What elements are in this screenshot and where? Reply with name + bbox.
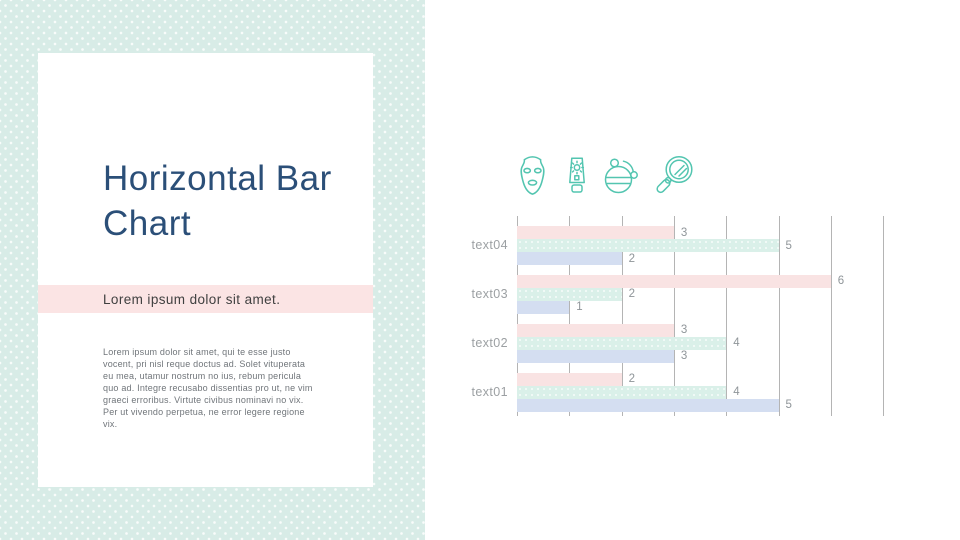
subtitle-text: Lorem ipsum dolor sit amet. [103, 291, 281, 307]
bar-text01-series-blue [517, 398, 779, 412]
category-label-text01: text01 [471, 384, 508, 399]
bar-text02-series-pink [517, 323, 674, 337]
gridline [517, 216, 518, 416]
value-label-text04-series-pink: 3 [680, 226, 688, 239]
value-label-text04-series-mint: 5 [785, 239, 792, 252]
content-card: Horizontal Bar Chart Lorem ipsum dolor s… [38, 53, 373, 487]
value-label-text01-series-mint: 4 [733, 386, 740, 399]
bar-text02-series-mint [517, 336, 727, 350]
category-label-text02: text02 [471, 335, 508, 350]
face-mask-icon [516, 155, 549, 196]
value-label-text03-series-blue: 1 [576, 301, 583, 314]
gridline [778, 216, 780, 416]
value-label-text03-series-mint: 2 [628, 288, 635, 301]
gridline [830, 216, 832, 416]
category-label-text04: text04 [471, 238, 508, 252]
bar-text02-series-blue [517, 349, 674, 363]
bar-text03-series-pink [517, 274, 831, 288]
left-accent-panel: Horizontal Bar Chart Lorem ipsum dolor s… [0, 0, 425, 540]
slide-title: Horizontal Bar Chart [103, 159, 332, 243]
bar-text03-series-mint [517, 287, 622, 301]
subtitle-band: Lorem ipsum dolor sit amet. [38, 285, 373, 313]
gridline [621, 216, 623, 416]
category-label-text03: text03 [471, 286, 508, 301]
value-label-text03-series-pink: 6 [837, 275, 845, 288]
gridline [883, 216, 885, 416]
bar-text03-series-blue [517, 300, 570, 314]
bar-text01-series-pink [517, 372, 622, 386]
bar-text01-series-mint [517, 385, 727, 399]
value-label-text02-series-blue: 3 [680, 350, 688, 363]
value-label-text01-series-pink: 2 [628, 373, 635, 386]
hand-mirror-icon [654, 154, 694, 196]
gridline [569, 216, 571, 416]
bar-text04-series-mint [517, 239, 779, 252]
value-label-text02-series-mint: 4 [733, 337, 740, 350]
value-label-text01-series-blue: 5 [785, 399, 792, 412]
gridline [673, 216, 675, 416]
value-label-text02-series-pink: 3 [680, 324, 688, 337]
value-label-text04-series-blue: 2 [628, 252, 635, 265]
bar-text04-series-blue [517, 252, 622, 265]
gridline [726, 216, 728, 416]
sunscreen-tube-icon [565, 156, 589, 196]
bar-text04-series-pink [517, 226, 674, 239]
body-paragraph: Lorem ipsum dolor sit amet, qui te esse … [103, 347, 313, 429]
powder-jar-icon [603, 158, 643, 194]
